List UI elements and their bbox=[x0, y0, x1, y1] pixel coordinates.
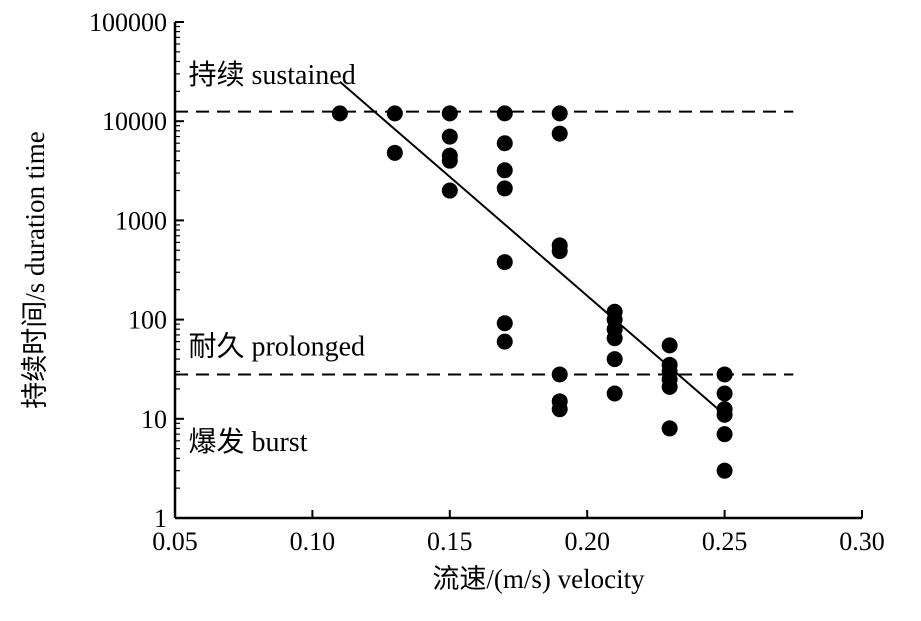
data-point bbox=[496, 162, 513, 179]
data-point bbox=[716, 426, 733, 443]
data-point bbox=[551, 105, 568, 122]
region-label: 爆发 burst bbox=[188, 426, 307, 458]
data-point bbox=[551, 366, 568, 383]
data-point bbox=[496, 333, 513, 350]
data-point bbox=[661, 378, 678, 395]
x-tick-label: 0.10 bbox=[290, 527, 336, 556]
trend-line-group bbox=[339, 80, 726, 416]
data-point bbox=[551, 401, 568, 418]
data-point bbox=[496, 254, 513, 271]
x-tick-label: 0.25 bbox=[702, 527, 748, 556]
data-point bbox=[606, 385, 623, 402]
data-point bbox=[606, 351, 623, 368]
annotations: 持续 sustained 耐久 prolonged 爆发 burst bbox=[188, 59, 365, 458]
data-point bbox=[441, 152, 458, 169]
data-point bbox=[716, 406, 733, 423]
y-tick-label: 100 bbox=[128, 306, 167, 335]
y-tick-label: 100000 bbox=[89, 8, 167, 37]
data-point bbox=[551, 125, 568, 142]
x-tick-label: 0.15 bbox=[427, 527, 473, 556]
y-tick-label: 10000 bbox=[102, 107, 167, 136]
data-point bbox=[386, 144, 403, 161]
data-point bbox=[441, 105, 458, 122]
data-point bbox=[496, 180, 513, 197]
data-point bbox=[551, 243, 568, 260]
data-point bbox=[496, 105, 513, 122]
data-point bbox=[716, 385, 733, 402]
data-point bbox=[441, 182, 458, 199]
data-point bbox=[661, 337, 678, 354]
axes: 0.05 0.10 0.15 0.20 0.25 0.30 1 10 100 1000 10000 1… bbox=[20, 8, 885, 594]
trend-line bbox=[339, 80, 726, 416]
data-point bbox=[331, 105, 348, 122]
data-point bbox=[496, 135, 513, 152]
data-point bbox=[661, 420, 678, 437]
x-tick-label: 0.30 bbox=[839, 527, 885, 556]
y-tick-label: 1000 bbox=[115, 206, 167, 235]
region-label: 持续 sustained bbox=[188, 59, 355, 91]
x-tick-label: 0.05 bbox=[152, 527, 198, 556]
data-point bbox=[386, 105, 403, 122]
data-point bbox=[441, 128, 458, 145]
y-tick-label: 1 bbox=[154, 504, 167, 533]
data-points bbox=[331, 105, 733, 479]
threshold-lines bbox=[175, 110, 794, 376]
x-tick-label: 0.20 bbox=[564, 527, 610, 556]
y-axis-title: 持续时间/s duration time bbox=[20, 131, 50, 408]
region-label: 耐久 prolonged bbox=[188, 330, 365, 362]
x-axis-title: 流速/(m/s) velocity bbox=[432, 564, 645, 594]
data-point bbox=[496, 315, 513, 332]
data-point bbox=[716, 366, 733, 383]
y-tick-label: 10 bbox=[141, 405, 167, 434]
data-point bbox=[606, 330, 623, 347]
data-point bbox=[716, 462, 733, 479]
